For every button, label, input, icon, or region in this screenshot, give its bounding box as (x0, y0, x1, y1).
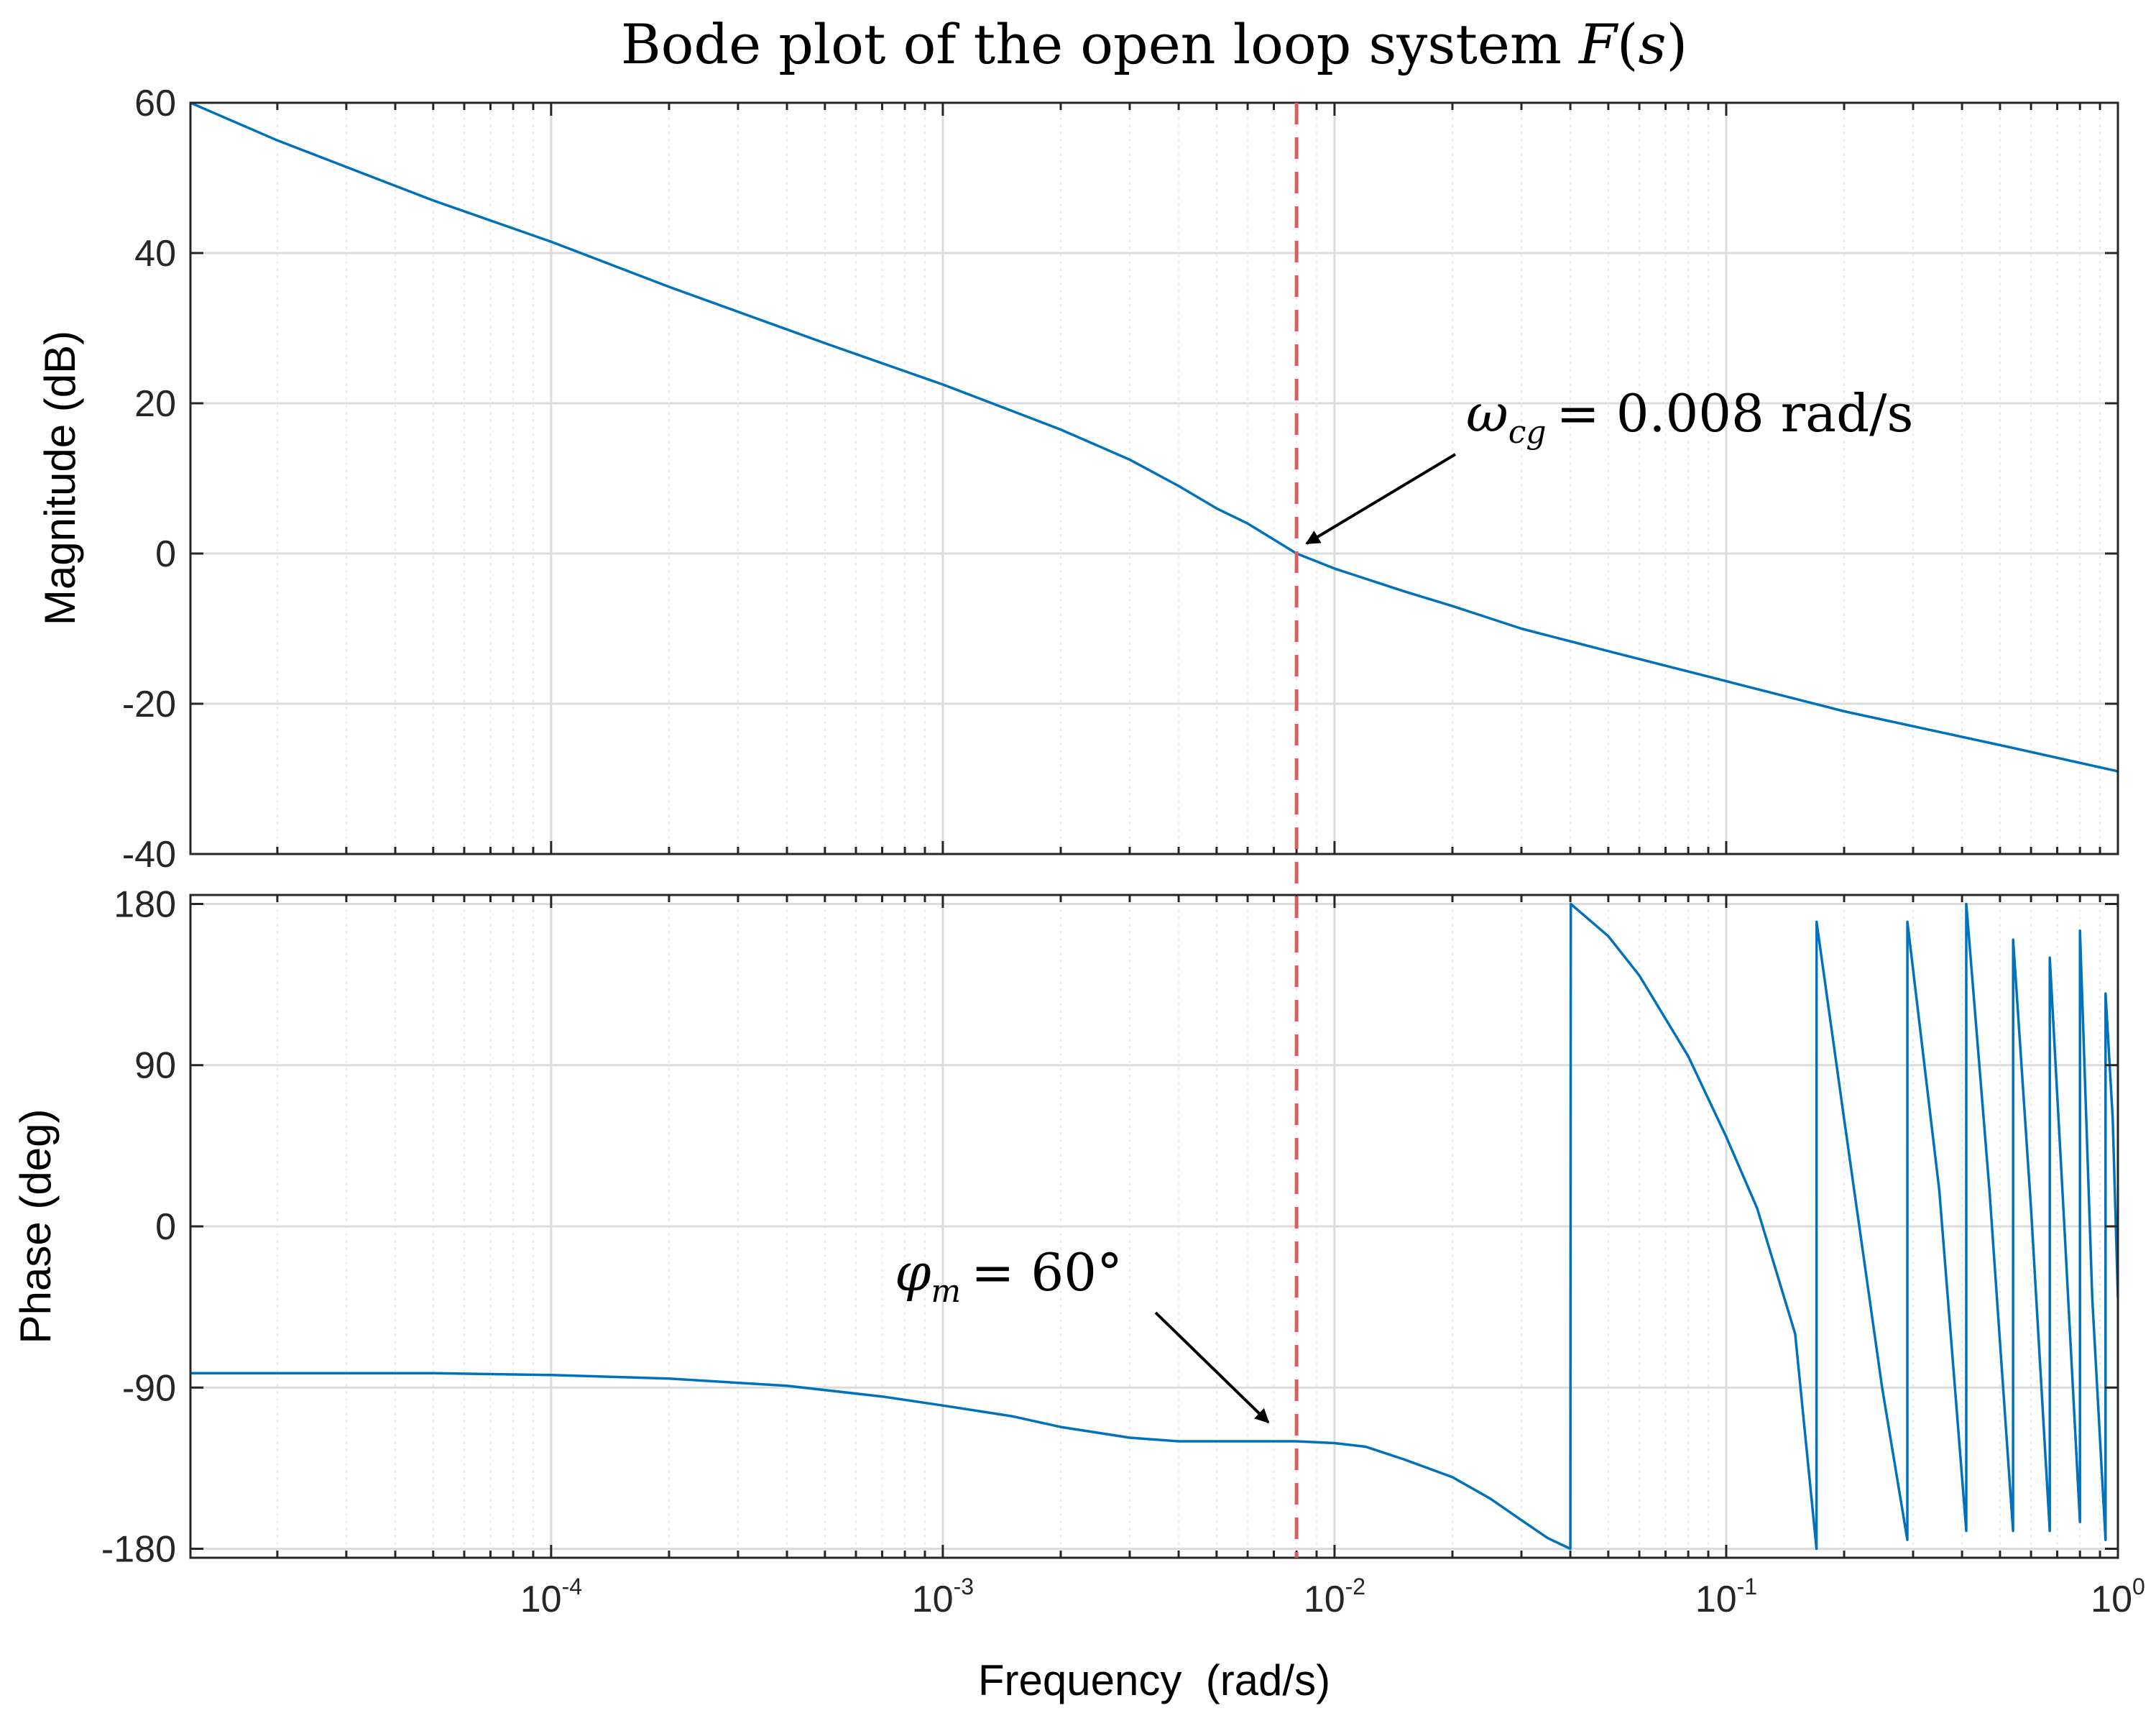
gain-crossover-label: ωcg = 0.008 rad/s (1466, 383, 1913, 451)
phase-grid (190, 895, 2119, 1558)
gain-crossover-arrow (1305, 453, 1457, 545)
magnitude-y-tick-label: 20 (134, 383, 176, 425)
chart-title-text: Bode plot of the open loop system (621, 12, 1579, 76)
phase-series (190, 902, 2118, 1551)
magnitude-y-tick-label: 60 (134, 83, 176, 124)
magnitude-y-tick-label: 0 (155, 533, 176, 575)
x-axis-ticks: 10-4 10-3 10-2 10-1 100 (276, 103, 2145, 1620)
x-tick-label-base: 10 (520, 1579, 562, 1620)
x-tick-label-exponent: -4 (562, 1574, 582, 1599)
x-tick-label-exponent: 0 (2132, 1574, 2145, 1599)
x-tick-label-base: 10 (1695, 1579, 1737, 1620)
phase-y-tick-label: 0 (155, 1206, 176, 1248)
phase-y-ticks: 180 90 0 -90 -180 (101, 883, 2118, 1571)
phase-axes: 180 90 0 -90 -180 Phase (deg) (11, 883, 2119, 1571)
x-tick-label: 10-4 (520, 1574, 582, 1620)
x-tick-label-base: 10 (1304, 1579, 1345, 1620)
phase-margin-subscript: m (931, 1273, 961, 1310)
magnitude-y-tick-label: -40 (122, 834, 176, 876)
magnitude-y-ticks: 60 40 20 0 -20 -40 (122, 83, 2118, 876)
x-tick-label-exponent: -3 (954, 1574, 974, 1599)
gain-crossover-value: = 0.008 rad/s (1557, 383, 1914, 444)
magnitude-y-label: Magnitude (dB) (36, 331, 84, 625)
phase-y-tick-label: 180 (114, 883, 176, 925)
x-tick-label-base: 10 (2091, 1579, 2132, 1620)
x-tick-label: 10-3 (912, 1574, 974, 1620)
phase-y-label: Phase (deg) (11, 1109, 60, 1344)
magnitude-frame (189, 101, 2119, 855)
chart-title-symbol: F (1577, 12, 1618, 76)
x-tick-label: 10-1 (1695, 1574, 1757, 1620)
gain-crossover-annotation: ωcg = 0.008 rad/s (1305, 383, 1913, 545)
magnitude-grid (190, 101, 2119, 855)
chart-title-args: ( (1617, 12, 1639, 76)
phase-y-tick-label: 90 (134, 1045, 176, 1087)
chart-title-close: ) (1667, 12, 1688, 76)
phase-margin-symbol: φ (895, 1242, 931, 1303)
chart-title: Bode plot of the open loop system F(s) (621, 12, 1687, 76)
x-tick-label: 100 (2091, 1574, 2145, 1620)
phase-margin-arrow (1154, 1311, 1270, 1424)
phase-y-tick-label: -180 (101, 1529, 176, 1571)
x-tick-label-base: 10 (912, 1579, 954, 1620)
phase-margin-label: φm = 60° (895, 1242, 1123, 1310)
phase-margin-annotation: φm = 60° (895, 1242, 1270, 1424)
x-tick-label: 10-2 (1304, 1574, 1365, 1620)
magnitude-axes: 60 40 20 0 -20 -40 Magnitude (dB) (36, 83, 2119, 876)
magnitude-y-tick-label: -20 (122, 684, 176, 725)
phase-margin-value: = 60° (971, 1242, 1123, 1303)
gain-crossover-subscript: cg (1508, 414, 1547, 451)
x-axis-label: Frequency (rad/s) (978, 1656, 1330, 1704)
chart-title-arg-s: s (1638, 12, 1666, 76)
magnitude-series (190, 103, 2118, 773)
x-tick-label-exponent: -1 (1737, 1574, 1757, 1599)
phase-series-line (190, 902, 2118, 1551)
magnitude-y-tick-label: 40 (134, 233, 176, 275)
x-tick-label-exponent: -2 (1345, 1574, 1365, 1599)
magnitude-series-line (190, 103, 2118, 773)
phase-y-tick-label: -90 (122, 1367, 176, 1409)
gain-crossover-symbol: ω (1466, 383, 1508, 444)
